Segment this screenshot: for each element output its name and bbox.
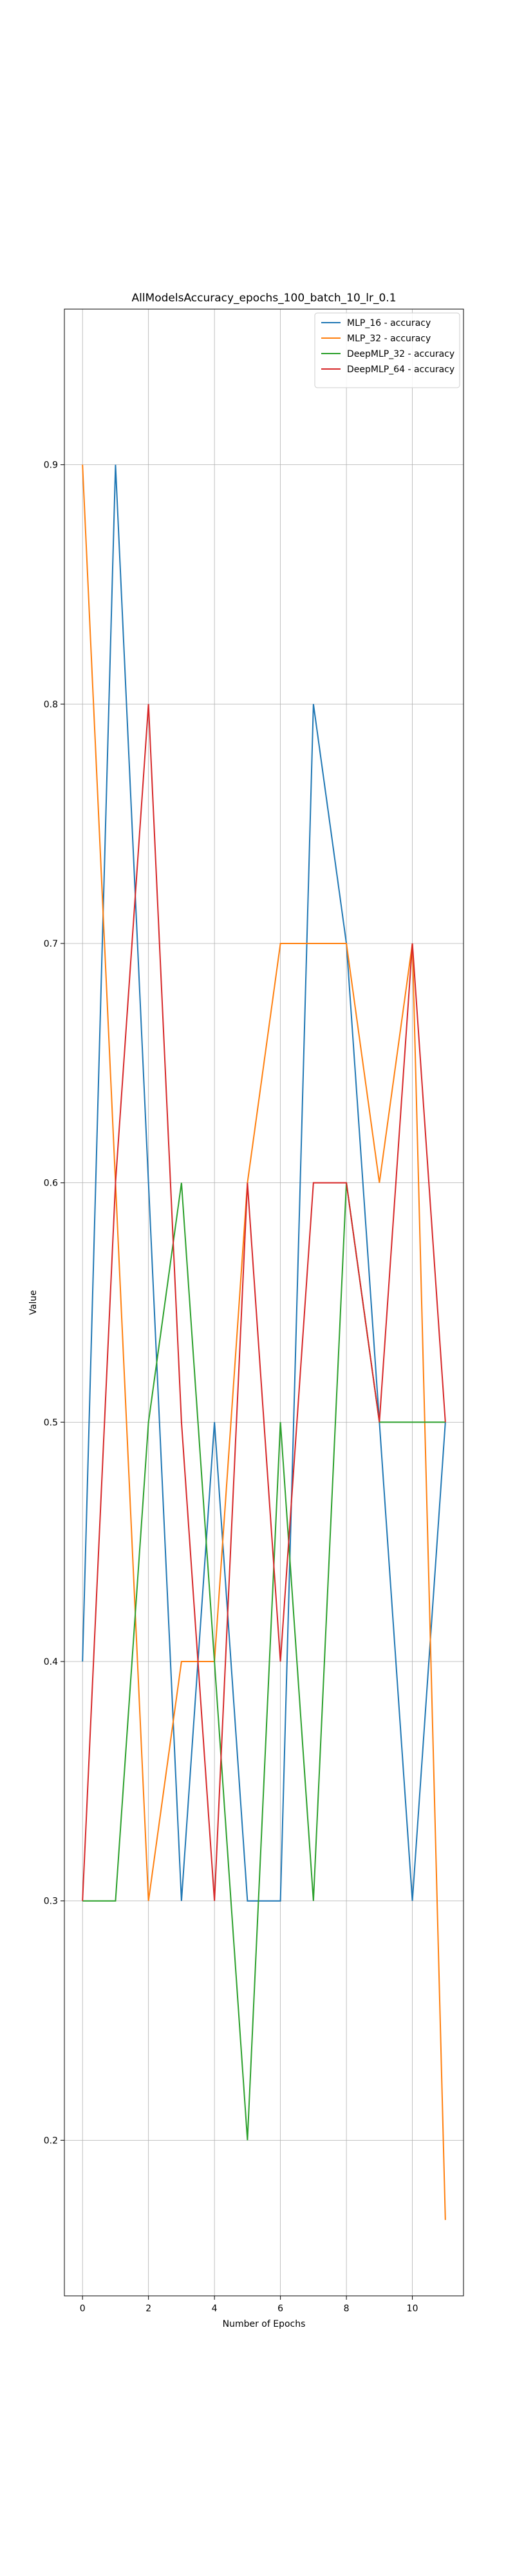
x-tick-label: 8 bbox=[344, 2304, 350, 2314]
plot-frame bbox=[64, 308, 464, 2297]
series-lines bbox=[82, 464, 446, 2221]
legend: MLP_16 - accuracy MLP_32 - accuracy DeepML… bbox=[314, 312, 460, 388]
ticks: 0 2 4 6 8 10 0.2 0.3 0.4 0.5 0.6 0.7 0.8 0.9 bbox=[44, 460, 418, 2314]
x-tick-label: 10 bbox=[407, 2304, 418, 2314]
legend-entry: DeepMLP_32 - accuracy bbox=[347, 349, 454, 359]
legend-entry: MLP_32 - accuracy bbox=[347, 334, 431, 344]
series-line-0 bbox=[82, 464, 446, 1902]
y-tick-label: 0.2 bbox=[44, 2136, 58, 2146]
y-tick-label: 0.3 bbox=[44, 1897, 58, 1907]
legend-box bbox=[314, 312, 460, 388]
x-tick-label: 0 bbox=[80, 2304, 86, 2314]
x-tick-label: 2 bbox=[145, 2304, 151, 2314]
series-line-2 bbox=[82, 1182, 445, 2141]
x-axis-label: Number of Epochs bbox=[223, 2319, 306, 2329]
y-tick-label: 0.7 bbox=[44, 939, 58, 949]
y-tick-label: 0.8 bbox=[44, 699, 58, 710]
y-tick-label: 0.9 bbox=[44, 460, 58, 471]
legend-entry: DeepMLP_64 - accuracy bbox=[347, 365, 454, 375]
y-tick-label: 0.4 bbox=[44, 1657, 58, 1667]
x-tick-label: 4 bbox=[212, 2304, 218, 2314]
x-tick-label: 6 bbox=[277, 2304, 283, 2314]
series-line-3 bbox=[82, 704, 446, 1901]
y-axis-label: Value bbox=[28, 1290, 39, 1314]
chart-title: AllModelsAccuracy_epochs_100_batch_10_lr… bbox=[131, 292, 396, 305]
legend-entry: MLP_16 - accuracy bbox=[347, 318, 431, 328]
y-tick-label: 0.5 bbox=[44, 1417, 58, 1428]
series-line-1 bbox=[82, 464, 446, 2221]
y-tick-label: 0.6 bbox=[44, 1179, 58, 1189]
